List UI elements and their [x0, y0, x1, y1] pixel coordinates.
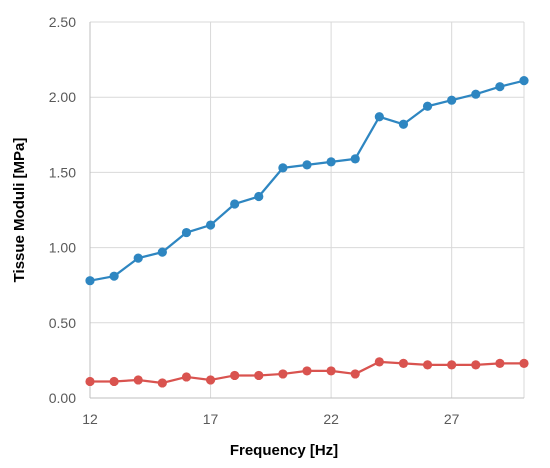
data-point — [447, 95, 457, 105]
data-point — [519, 358, 529, 369]
x-axis-title: Frequency [Hz] — [230, 442, 338, 459]
data-point — [109, 271, 119, 281]
data-point — [181, 372, 192, 382]
y-tick-label: 0.50 — [49, 315, 76, 331]
data-point — [205, 375, 216, 385]
series-line — [89, 79, 525, 282]
data-point — [495, 82, 505, 92]
y-tick-label: 1.00 — [49, 240, 76, 256]
data-point — [230, 370, 240, 381]
data-point — [157, 247, 167, 257]
data-point — [519, 76, 529, 86]
data-point — [302, 366, 312, 376]
x-tick-label: 17 — [203, 411, 219, 427]
y-axis-title: Tissue Moduli [MPa] — [11, 138, 28, 283]
data-point — [157, 378, 167, 388]
data-point — [85, 376, 95, 387]
data-point — [133, 375, 143, 385]
series-2 — [85, 357, 529, 388]
data-point — [422, 101, 433, 111]
data-point — [85, 276, 95, 286]
x-tick-label: 22 — [323, 411, 339, 427]
data-point — [109, 376, 119, 387]
data-point — [495, 358, 505, 369]
y-tick-label: 2.50 — [49, 14, 76, 30]
y-tick-label: 1.50 — [49, 164, 76, 180]
data-point — [350, 154, 360, 164]
data-point — [471, 89, 481, 99]
data-point — [326, 366, 336, 376]
data-series — [85, 76, 529, 388]
x-tick-label: 27 — [444, 411, 460, 427]
data-point — [278, 369, 288, 379]
data-point — [422, 360, 433, 370]
y-tick-label: 2.00 — [49, 89, 76, 105]
data-point — [447, 360, 457, 370]
axes — [89, 22, 524, 399]
data-point — [230, 199, 240, 209]
data-point — [205, 220, 216, 230]
data-point — [326, 157, 336, 167]
gridlines — [89, 21, 525, 399]
data-point — [133, 253, 143, 263]
tick-labels: 0.00 0.50 1.00 1.50 2.00 2.50 12 17 22 27 — [49, 14, 460, 427]
data-point — [302, 160, 312, 170]
data-point — [374, 112, 384, 122]
data-point — [254, 191, 264, 202]
data-point — [398, 119, 409, 129]
data-point — [398, 358, 409, 369]
data-point — [181, 227, 192, 238]
series-1 — [85, 76, 529, 286]
x-tick-label: 12 — [82, 411, 98, 427]
data-point — [374, 357, 384, 367]
data-point — [471, 360, 481, 370]
data-point — [254, 370, 264, 381]
data-point — [350, 369, 360, 379]
data-point — [278, 163, 288, 173]
y-tick-label: 0.00 — [49, 390, 76, 406]
